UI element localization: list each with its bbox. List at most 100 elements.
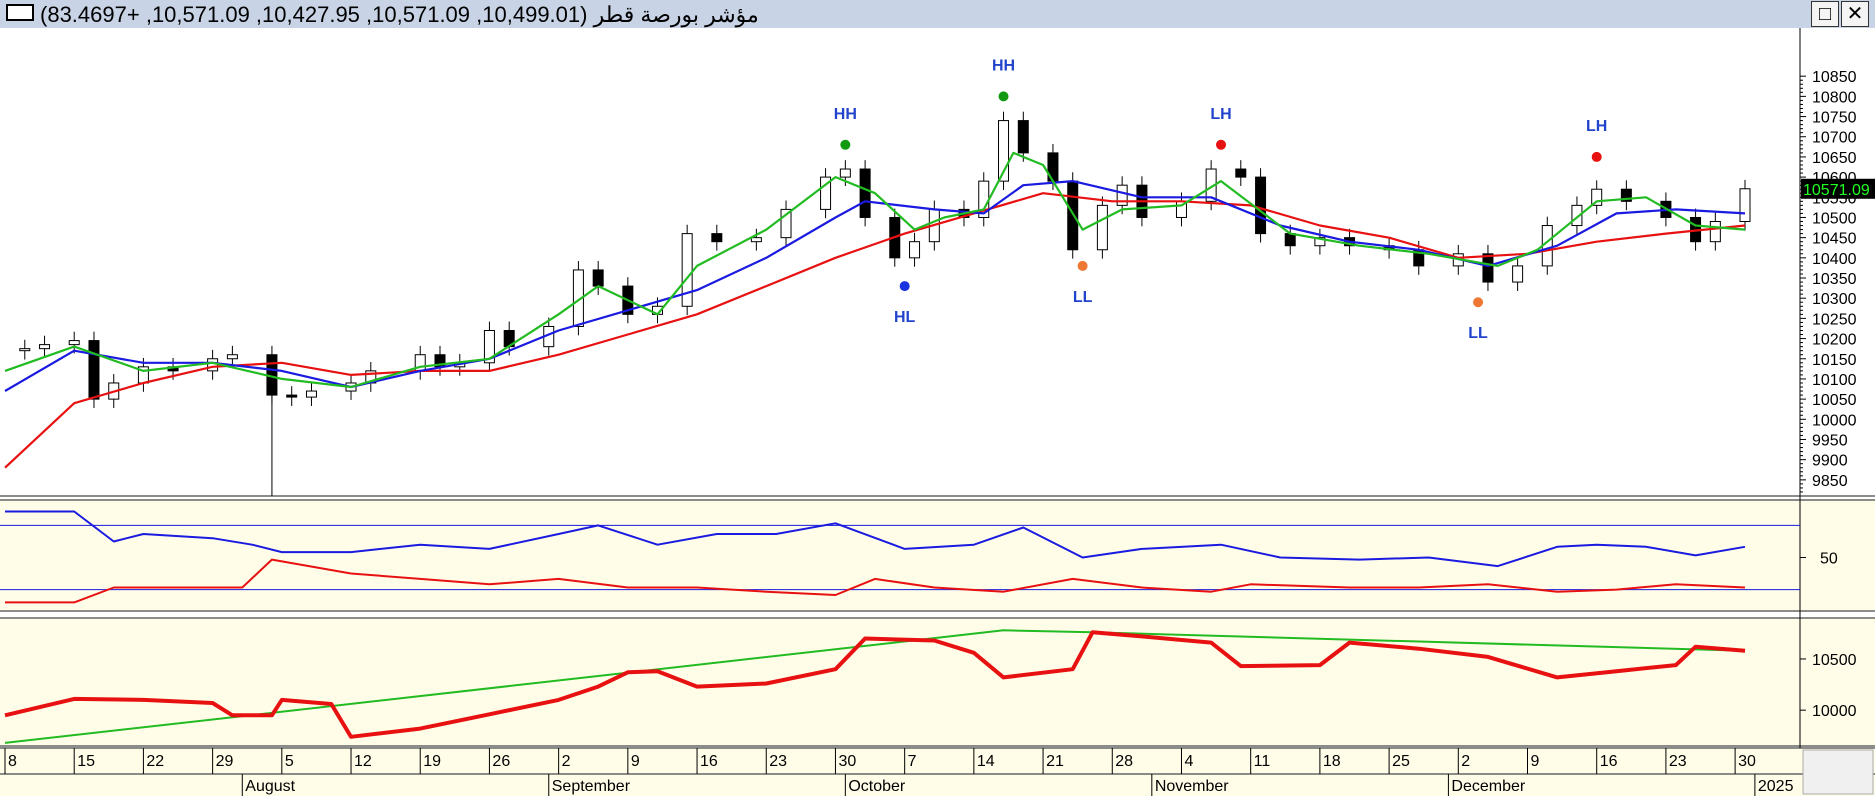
x-tick-label: 28 <box>1115 753 1133 770</box>
candle <box>226 345 238 368</box>
candle <box>1096 196 1108 259</box>
month-label: October <box>848 778 906 795</box>
x-tick-label: 9 <box>631 753 640 770</box>
candle-up <box>39 344 51 350</box>
month-label: November <box>1155 778 1229 795</box>
candle-up <box>839 168 851 178</box>
current-price-tag <box>1801 178 1875 199</box>
swing-point-label: HH <box>834 106 857 123</box>
rsi-panel-background <box>0 500 1875 611</box>
y-tick-label: 10050 <box>1812 392 1857 409</box>
y-tick-label: 10650 <box>1812 150 1857 167</box>
candle <box>1017 111 1029 162</box>
rsi-tick-label: 50 <box>1820 551 1838 568</box>
candle-up <box>1591 188 1603 206</box>
candle-up <box>909 241 921 259</box>
y-tick-label: 10800 <box>1812 89 1857 106</box>
candle-up <box>226 354 238 360</box>
swing-point-dot <box>1077 260 1088 271</box>
y-tick-label: 10700 <box>1812 130 1857 147</box>
candle-up <box>1116 184 1128 206</box>
chart-area[interactable]: HHHLHHLLLHLLLH98509900995010000100501010… <box>0 28 1875 796</box>
candle <box>1255 168 1267 243</box>
candle <box>859 160 871 227</box>
y-tick-label: 10850 <box>1812 69 1857 86</box>
swing-point-label: LL <box>1073 289 1093 306</box>
candle <box>483 321 495 372</box>
candle <box>286 386 298 406</box>
candle-up <box>572 269 584 327</box>
x-tick-label: 21 <box>1046 753 1064 770</box>
price-panel-background <box>0 28 1875 496</box>
x-tick-label: 9 <box>1531 753 1540 770</box>
month-label: September <box>552 778 631 795</box>
rsi-blue-line <box>5 510 1746 568</box>
y-tick-label: 10000 <box>1812 412 1857 429</box>
x-tick-label: 16 <box>1600 753 1618 770</box>
month-label: December <box>1451 778 1525 795</box>
bottom-green-line <box>4 629 1746 744</box>
x-tick-label: 11 <box>1254 753 1271 770</box>
candle-up <box>681 233 693 307</box>
month-label: August <box>245 778 295 795</box>
candle <box>305 382 317 406</box>
candle <box>998 111 1010 191</box>
maximize-button[interactable]: □ <box>1811 1 1839 27</box>
price-panel[interactable]: HH HL HH LL LH LL LH 9850 9900 9950 10000 10050 1010… <box>4 57 1875 496</box>
x-tick-label: 18 <box>1323 753 1341 770</box>
window-title-bar: مؤشر بورصة قطر (10,499.01, 10,571.09, 10… <box>0 0 1875 29</box>
close-button[interactable]: ✕ <box>1841 1 1869 27</box>
candle <box>780 200 792 247</box>
candle-up <box>1709 221 1721 243</box>
x-tick-label: 12 <box>354 753 372 770</box>
x-tick-label: 2 <box>1461 753 1470 770</box>
y-tick-label: 10350 <box>1812 271 1857 288</box>
swing-point-label: LH <box>1210 106 1231 123</box>
candle-down <box>1620 188 1632 202</box>
y-tick-label: 10450 <box>1812 231 1857 248</box>
bottom-indicator-panel[interactable]: 10000 10500 <box>4 629 1857 744</box>
x-tick-label: 29 <box>216 753 234 770</box>
swing-point-label: HH <box>992 57 1015 74</box>
y-tick-label: 10250 <box>1812 311 1857 328</box>
candle-down <box>88 340 100 400</box>
candle-up <box>780 208 792 239</box>
candle-down <box>1017 120 1029 154</box>
current-price-label: 10571.09 <box>1803 182 1870 199</box>
swing-point-dot <box>1591 151 1602 162</box>
candle <box>1314 228 1326 255</box>
candle-down <box>1284 233 1296 247</box>
candle <box>681 224 693 316</box>
x-tick-label: 5 <box>285 753 294 770</box>
x-tick-label: 30 <box>838 753 856 770</box>
candle-up <box>1512 265 1524 283</box>
y-tick-label: 10200 <box>1812 332 1857 349</box>
candle-down <box>592 269 604 287</box>
rsi-red-line <box>5 558 1746 604</box>
red-moving-average <box>4 192 1746 469</box>
y-tick-label: 9950 <box>1812 432 1848 449</box>
green-moving-average <box>4 151 1746 389</box>
bottom-tick-label: 10000 <box>1812 703 1857 720</box>
candle <box>39 335 51 358</box>
candle-up <box>207 358 219 372</box>
x-tick-label: 22 <box>146 753 164 770</box>
swing-point-dot <box>998 91 1009 102</box>
candle <box>711 224 723 251</box>
bottom-tick-label: 10500 <box>1812 652 1857 669</box>
candle <box>19 339 31 360</box>
candle <box>88 331 100 408</box>
candle-up <box>998 120 1010 182</box>
swing-point-label: HL <box>894 309 916 326</box>
month-label: 2025 <box>1758 778 1794 795</box>
corner-box <box>1802 749 1874 795</box>
y-tick-label: 10100 <box>1812 372 1857 389</box>
candle <box>1512 257 1524 291</box>
candle-up <box>305 390 317 398</box>
x-tick-label: 7 <box>908 753 917 770</box>
candle <box>1591 180 1603 215</box>
candle-up <box>1571 204 1583 227</box>
bottom-red-line <box>4 630 1746 739</box>
x-tick-label: 15 <box>77 753 95 770</box>
rsi-panel[interactable]: 50 <box>0 510 1838 604</box>
